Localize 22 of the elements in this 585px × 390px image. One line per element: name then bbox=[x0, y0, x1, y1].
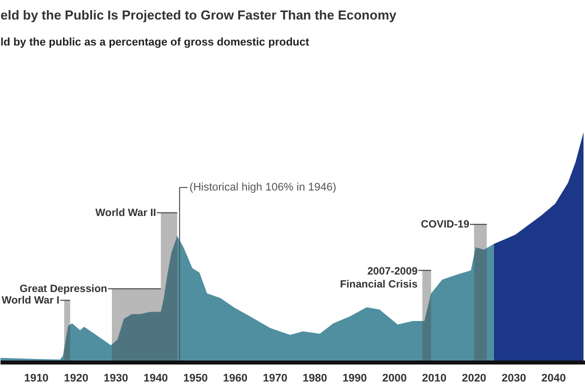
x-tick-label: 2020 bbox=[462, 372, 486, 384]
x-tick-label: 2030 bbox=[502, 372, 526, 384]
chart-subtitle: ld by the public as a percentage of gross domestic product bbox=[0, 36, 310, 48]
x-tick-label: 1920 bbox=[64, 372, 88, 384]
x-tick-label: 2040 bbox=[541, 372, 566, 384]
x-tick-label: 1980 bbox=[302, 372, 328, 384]
x-tick-label: 1960 bbox=[223, 372, 248, 384]
band-label: Great Depression bbox=[20, 282, 108, 295]
ref-line-label: (Historical high 106% in 1946) bbox=[190, 182, 336, 194]
x-tick-label: 1940 bbox=[143, 372, 168, 384]
x-tick-label: 2010 bbox=[422, 372, 447, 384]
band-label: 2007-2009 Financial Crisis bbox=[340, 265, 418, 290]
band-label: COVID-19 bbox=[420, 218, 470, 230]
band-label: World War II bbox=[95, 206, 156, 219]
x-tick-label: 1990 bbox=[342, 372, 367, 384]
x-tick-label: 2000 bbox=[382, 372, 407, 384]
x-tick-label: 1930 bbox=[104, 372, 128, 384]
band-label: World War I bbox=[2, 294, 60, 306]
x-tick-label: 1970 bbox=[262, 372, 288, 384]
x-tick-label: 1950 bbox=[183, 372, 208, 384]
chart-title: eld by the Public Is Projected to Grow Faster Than the Economy bbox=[0, 8, 398, 22]
x-tick-label: 1910 bbox=[24, 372, 49, 384]
